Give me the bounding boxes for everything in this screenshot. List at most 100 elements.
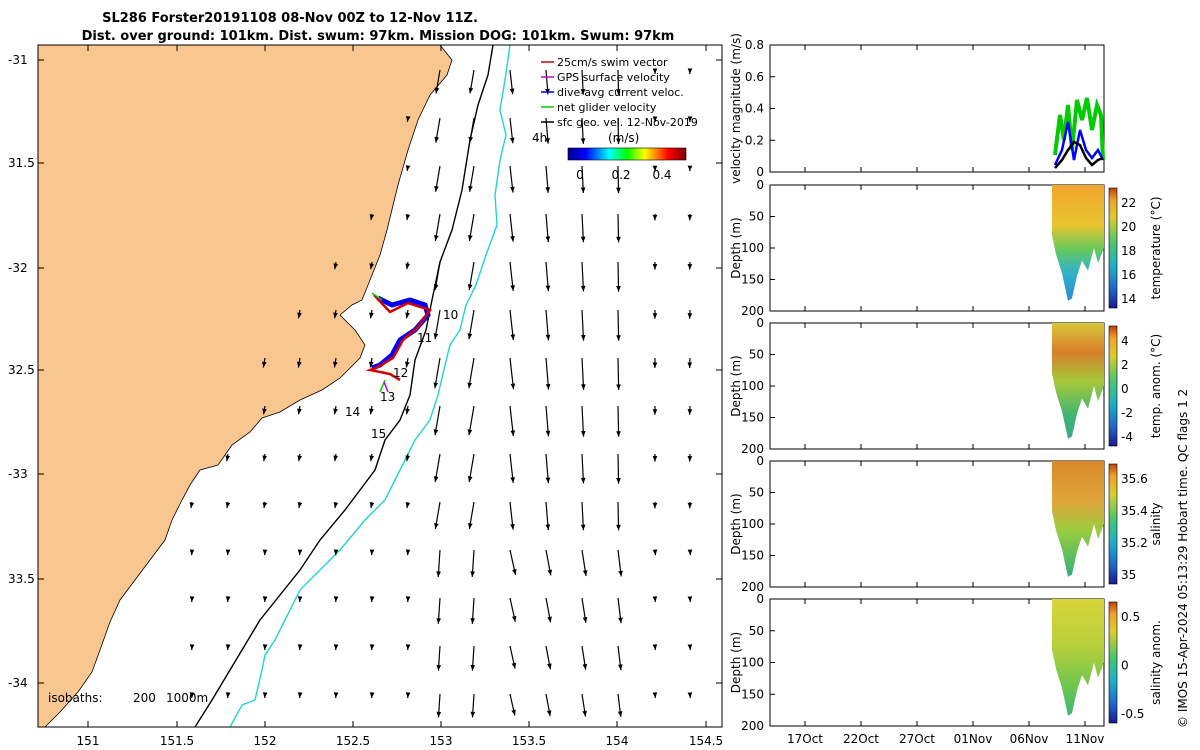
velocity-arrow-head xyxy=(436,711,442,718)
velocity-arrow-head xyxy=(405,549,411,556)
y-tick-label: 0 xyxy=(756,316,764,330)
velocity-arrow-head xyxy=(225,692,231,698)
profile-heatmap xyxy=(1052,323,1104,439)
colorbar-tick-1: 0.2 xyxy=(611,168,630,182)
velocity-arrow-head xyxy=(510,186,515,193)
velocity-arrow-head xyxy=(687,68,693,74)
velocity-arrow-head xyxy=(617,664,623,671)
velocity-arrow-head xyxy=(405,644,411,650)
dive-avg-velocity-line xyxy=(1053,121,1105,166)
x-tick-label: 06Nov xyxy=(1010,732,1049,746)
figure-title-line2: Dist. over ground: 101km. Dist. swum: 97… xyxy=(82,29,675,44)
colorbar-tick-label: 2 xyxy=(1121,358,1129,372)
y-tick-label: 50 xyxy=(749,210,764,224)
velocity-arrow-head xyxy=(510,430,516,437)
velocity-arrow-head xyxy=(580,236,586,243)
velocity-arrow-head xyxy=(369,408,374,415)
y-tick-label: 0.4 xyxy=(745,102,764,116)
velocity-arrow-head xyxy=(405,455,411,462)
velocity-arrow-head xyxy=(582,617,588,623)
geo-velocity-line xyxy=(1054,140,1104,169)
map-frame xyxy=(37,44,723,728)
legend-label-net: net glider velocity xyxy=(557,101,657,114)
velocity-arrow-head xyxy=(434,87,440,94)
y-axis-label: velocity magnitude (m/s) xyxy=(729,33,743,184)
velocity-arrow-head xyxy=(262,692,268,698)
velocity-arrow-head xyxy=(510,334,516,341)
velocity-arrow-head xyxy=(369,502,375,509)
velocity-arrow-head xyxy=(511,709,516,716)
glider-track xyxy=(365,292,433,393)
velocity-arrow-head xyxy=(434,185,439,192)
y-tick-label: 100 xyxy=(741,241,764,255)
velocity-arrow-head xyxy=(433,476,439,483)
velocity-arrow-head xyxy=(652,692,658,698)
velocity-arrow-head xyxy=(616,187,621,194)
lon-tick-label: 151 xyxy=(77,734,100,748)
map-panel: 10 11 12 13 14 15 25cm/s swim vector GPS… xyxy=(8,44,723,748)
velocity-arrow-head xyxy=(189,502,195,509)
scale-label: 4h xyxy=(532,131,547,145)
colorbar-label: salinity xyxy=(1149,502,1163,545)
velocity-arrow-head xyxy=(545,383,551,390)
velocity-arrow-head xyxy=(405,214,411,221)
y-axis-label: Depth (m) xyxy=(729,217,743,278)
velocity-arrow-head xyxy=(687,263,693,270)
colorbar-unit: (m/s) xyxy=(608,131,639,145)
lat-tick-label: -34 xyxy=(8,676,28,690)
velocity-arrow-head xyxy=(616,138,621,144)
velocity-arrow-head xyxy=(369,644,375,650)
profile-heatmap xyxy=(1052,185,1104,301)
velocity-arrow-head xyxy=(580,138,586,144)
colorbar-tick-label: -4 xyxy=(1121,430,1133,444)
velocity-arrow-head xyxy=(510,235,515,242)
velocity-arrow-head xyxy=(434,136,440,143)
y-tick-label: 150 xyxy=(741,411,764,425)
lat-tick-label: 33.5 xyxy=(8,572,35,586)
velocity-arrow-head xyxy=(470,618,476,624)
velocity-arrow-head xyxy=(467,333,473,340)
velocity-arrow-head xyxy=(405,312,410,319)
velocity-arrow-head xyxy=(582,663,588,670)
x-tick-label: 01Nov xyxy=(954,732,993,746)
velocity-arrow-head xyxy=(582,710,587,717)
panel-colorbar xyxy=(1108,601,1118,724)
colorbar-tick-label: 20 xyxy=(1121,220,1136,234)
panel-colorbar xyxy=(1108,325,1118,447)
speed-colorbar xyxy=(567,147,687,161)
isobath-200m xyxy=(194,44,494,728)
map-legend: 25cm/s swim vector GPS surface velocity … xyxy=(532,56,698,182)
isobath-value-200: 200 xyxy=(133,691,156,705)
y-tick-label: 50 xyxy=(749,486,764,500)
legend-label-gps: GPS surface velocity xyxy=(557,71,670,84)
velocity-arrow-head xyxy=(652,596,658,602)
lon-tick-label: 154.5 xyxy=(689,734,723,748)
day-label-15: 15 xyxy=(371,427,386,441)
colorbar-label: temp. anom. (°C) xyxy=(1149,334,1163,438)
colorbar-tick-label: 0 xyxy=(1121,659,1129,673)
y-tick-label: 100 xyxy=(741,379,764,393)
lat-tick-label: 31.5 xyxy=(8,156,35,170)
colorbar-tick-2: 0.4 xyxy=(652,168,671,182)
velocity-arrow-head xyxy=(189,692,195,698)
y-tick-label: 0 xyxy=(756,178,764,192)
day-label-10: 10 xyxy=(443,308,458,322)
velocity-arrow-head xyxy=(580,384,586,390)
velocity-arrow-head xyxy=(468,523,473,529)
y-tick-label: 200 xyxy=(741,580,764,594)
panel-3: 0 50 100 150 200 Depth (m) 35.6 35.4 35.2 35 salin… xyxy=(729,454,1163,594)
velocity-arrow-head xyxy=(652,313,658,319)
velocity-arrow-head xyxy=(510,477,515,483)
velocity-arrow-head xyxy=(546,710,552,717)
velocity-arrow-head xyxy=(405,692,411,698)
velocity-arrow-head xyxy=(545,524,551,531)
velocity-arrow-head xyxy=(582,570,588,576)
day-label-11: 11 xyxy=(417,331,432,345)
profile-heatmap xyxy=(1052,599,1104,716)
net-velocity-line xyxy=(1053,97,1105,161)
velocity-arrow-head xyxy=(687,692,693,698)
y-tick-label: 50 xyxy=(749,348,764,362)
velocity-arrow-head xyxy=(580,285,586,292)
colorbar-label: temperature (°C) xyxy=(1149,197,1163,300)
lon-tick-label: 151.5 xyxy=(160,734,194,748)
